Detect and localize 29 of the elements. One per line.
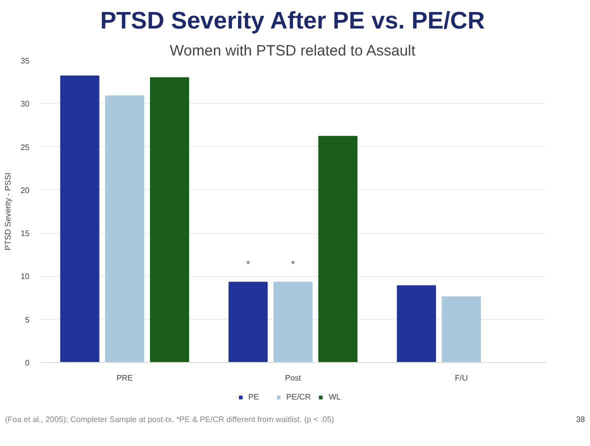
bar: [273, 282, 313, 362]
y-tick-label: 10: [20, 272, 30, 282]
bar: [228, 282, 268, 362]
bar: [318, 136, 358, 362]
legend-label: PE/CR: [286, 392, 311, 402]
data-label: *: [291, 259, 296, 270]
y-tick-label: 30: [20, 100, 30, 109]
chart-subtitle: Women with PTSD related to Assault: [170, 42, 416, 60]
x-tick-label: PRE: [116, 374, 133, 382]
legend-label: WL: [328, 392, 342, 402]
text: 38: [576, 414, 585, 426]
y-tick-label: 0: [25, 358, 30, 368]
y-tick-label: 25: [20, 142, 30, 152]
legend-label: PE: [248, 392, 260, 402]
x-tick-label: F/U: [454, 374, 468, 382]
x-tick-label: Post: [284, 374, 302, 382]
bar: [442, 296, 481, 362]
text: (Foa et al., 2005); Completer Sample at post-tx. *PE & PE/CR different from waitlist. (p < .05): [5, 414, 334, 426]
data-label: *: [246, 259, 250, 270]
chart-title: PTSD Severity After PE vs. PE/CR: [100, 8, 485, 34]
y-tick-label: 15: [20, 229, 30, 238]
bar: [60, 76, 100, 362]
y-tick-label: 35: [20, 56, 30, 66]
y-tick-label: 20: [20, 186, 30, 195]
bar: [396, 285, 436, 362]
bar: [150, 77, 190, 362]
y-axis-title: PTSD Severity - PSSI: [4, 172, 13, 250]
bar: [105, 95, 144, 362]
y-tick-label: 5: [25, 315, 30, 324]
